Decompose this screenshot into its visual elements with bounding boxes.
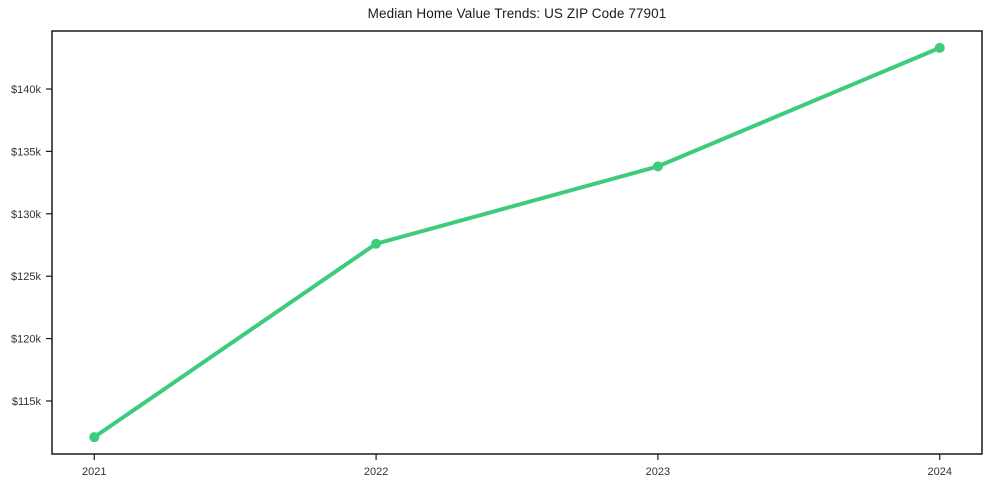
data-point-marker — [89, 432, 100, 443]
x-tick-label: 2023 — [646, 466, 670, 478]
chart-title: Median Home Value Trends: US ZIP Code 77… — [367, 6, 667, 21]
y-tick-label: $130k — [11, 209, 41, 221]
y-tick-label: $120k — [11, 334, 41, 346]
data-point-marker — [934, 42, 945, 53]
y-tick-label: $135k — [11, 146, 41, 158]
trend-line — [92, 45, 942, 440]
x-tick-label: 2022 — [364, 466, 388, 478]
x-tick-label: 2024 — [927, 466, 951, 478]
y-tick-label: $140k — [11, 84, 41, 96]
plot-border — [51, 30, 983, 455]
x-tick-label: 2021 — [82, 466, 106, 478]
y-tick-label: $115k — [12, 396, 42, 408]
y-tick-label: $125k — [11, 271, 41, 283]
data-point-marker — [652, 161, 663, 172]
data-point-marker — [371, 238, 382, 249]
